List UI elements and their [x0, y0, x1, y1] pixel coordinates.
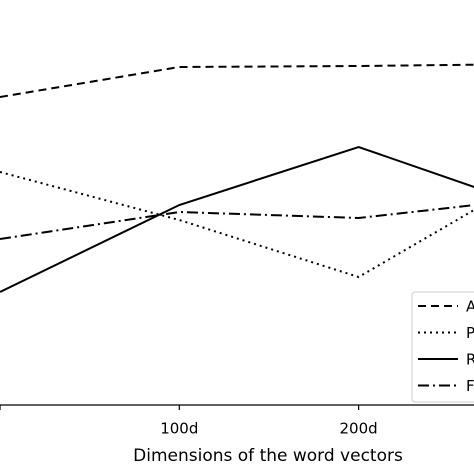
x-tick-label: 100d: [160, 420, 198, 438]
legend-label: F: [466, 377, 474, 395]
series-line: [0, 204, 474, 240]
legend-label: A: [466, 298, 474, 316]
legend-label: P: [466, 324, 474, 342]
x-tick-label: 200d: [340, 420, 378, 438]
series-line: [0, 63, 474, 98]
x-axis-label: Dimensions of the word vectors: [133, 446, 403, 466]
legend-box: [411, 291, 474, 403]
series-line: [0, 171, 474, 279]
legend-label: R: [466, 351, 474, 369]
series-line: [0, 145, 474, 293]
